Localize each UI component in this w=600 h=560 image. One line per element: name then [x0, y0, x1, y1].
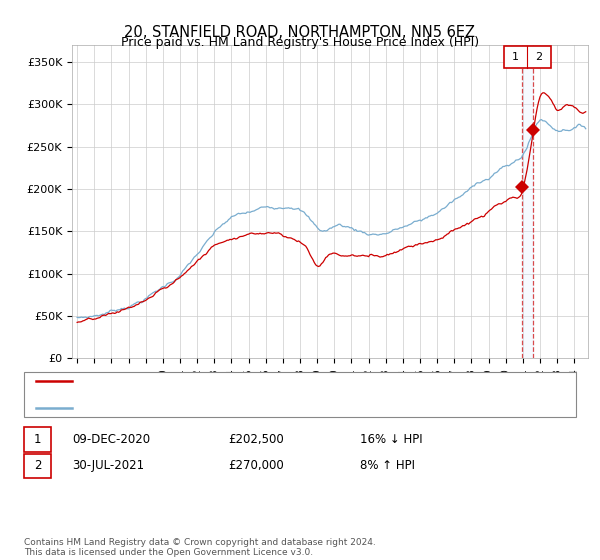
Text: 09-DEC-2020: 09-DEC-2020: [72, 433, 150, 446]
Bar: [522, 45, 533, 358]
Text: 30-JUL-2021: 30-JUL-2021: [72, 459, 144, 473]
Bar: [504, 46, 551, 68]
Text: £202,500: £202,500: [228, 433, 284, 446]
Text: 16% ↓ HPI: 16% ↓ HPI: [360, 433, 422, 446]
Text: 20, STANFIELD ROAD, NORTHAMPTON, NN5 6EZ (semi-detached house): 20, STANFIELD ROAD, NORTHAMPTON, NN5 6EZ…: [84, 376, 457, 386]
Text: Contains HM Land Registry data © Crown copyright and database right 2024.
This d: Contains HM Land Registry data © Crown c…: [24, 538, 376, 557]
Text: 2: 2: [535, 52, 542, 62]
Text: Price paid vs. HM Land Registry's House Price Index (HPI): Price paid vs. HM Land Registry's House …: [121, 36, 479, 49]
Text: 8% ↑ HPI: 8% ↑ HPI: [360, 459, 415, 473]
Text: 2: 2: [34, 459, 41, 473]
Text: 1: 1: [34, 433, 41, 446]
Text: 1: 1: [512, 52, 519, 62]
Text: HPI: Average price, semi-detached house, West Northamptonshire: HPI: Average price, semi-detached house,…: [84, 403, 430, 413]
Text: £270,000: £270,000: [228, 459, 284, 473]
Text: 20, STANFIELD ROAD, NORTHAMPTON, NN5 6EZ: 20, STANFIELD ROAD, NORTHAMPTON, NN5 6EZ: [125, 25, 476, 40]
